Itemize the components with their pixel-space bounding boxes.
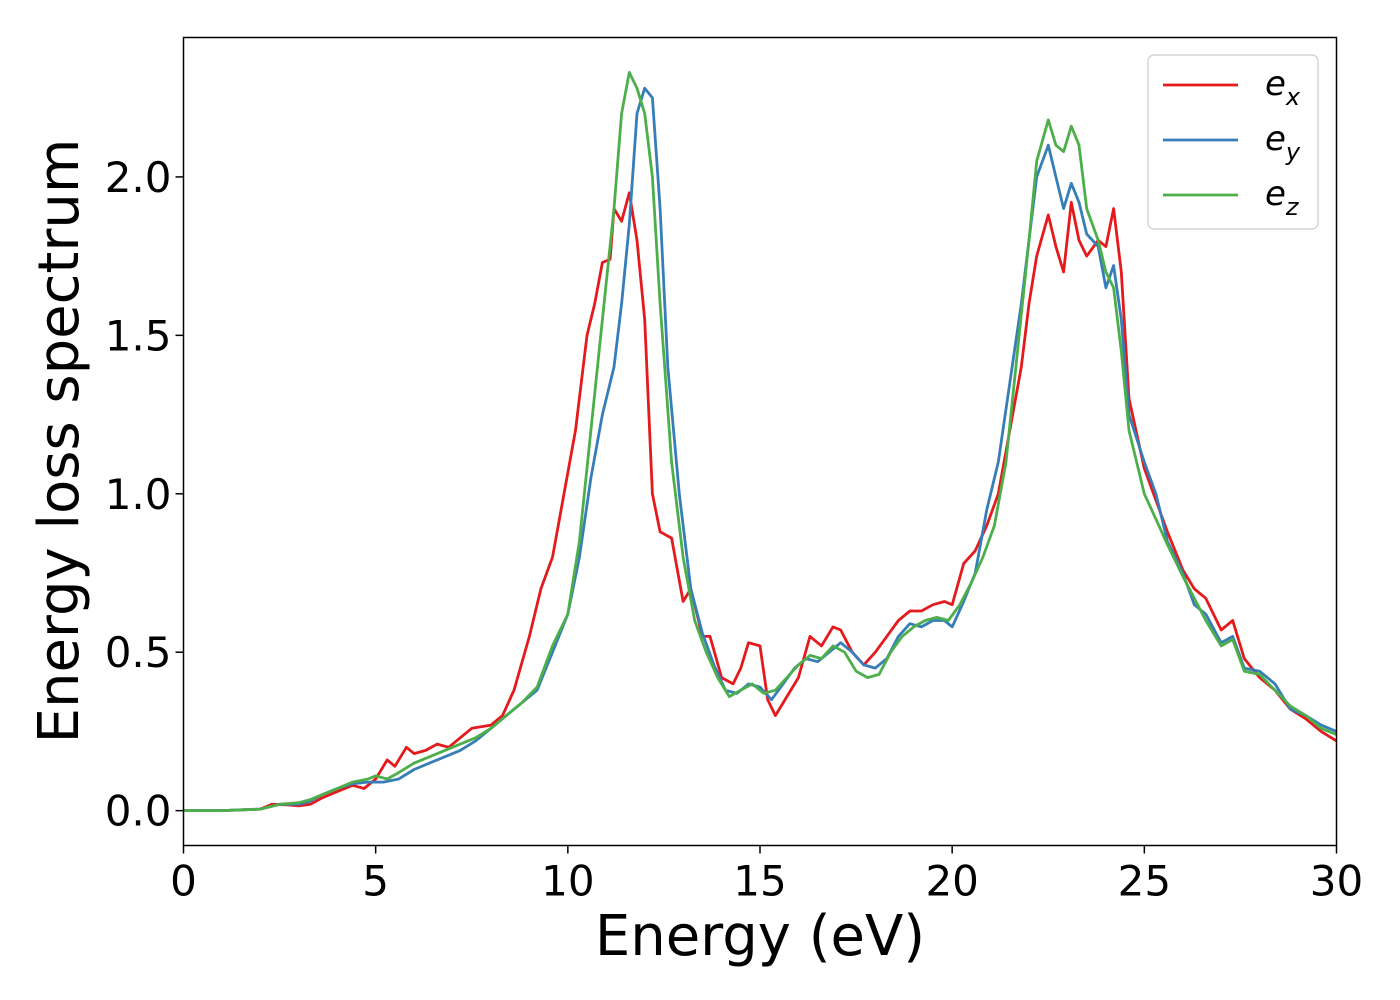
legend-items: ex ey ez bbox=[1163, 64, 1301, 221]
series-line-ey bbox=[183, 86, 1338, 812]
legend-label-ex: ex bbox=[1265, 64, 1301, 111]
x-tick-label: 15 bbox=[733, 857, 786, 906]
x-tick-label: 5 bbox=[362, 857, 389, 906]
legend: ex ey ez bbox=[1147, 54, 1319, 230]
x-tick-label: 25 bbox=[1118, 857, 1171, 906]
x-axis-title: Energy (eV) bbox=[595, 904, 925, 969]
y-axis-title: Energy loss spectrum bbox=[27, 139, 92, 744]
legend-box bbox=[1147, 54, 1319, 230]
legend-label-ey: ey bbox=[1265, 119, 1301, 166]
y-tick-label: 1.5 bbox=[105, 311, 172, 360]
x-tick-label: 30 bbox=[1310, 857, 1363, 906]
x-tick-label: 0 bbox=[170, 857, 197, 906]
legend-label-ez: ez bbox=[1265, 174, 1300, 221]
y-tick-label: 0.5 bbox=[105, 628, 172, 677]
x-axis-ticks: 0 5 10 15 20 25 30 bbox=[170, 845, 1363, 906]
y-tick-label: 1.0 bbox=[105, 470, 172, 519]
series-line-ex bbox=[183, 191, 1338, 812]
series-layer bbox=[183, 71, 1338, 812]
y-tick-label: 0.0 bbox=[105, 787, 172, 836]
y-axis-ticks: 0.0 0.5 1.0 1.5 2.0 bbox=[105, 153, 184, 836]
x-tick-label: 20 bbox=[925, 857, 978, 906]
x-tick-label: 10 bbox=[541, 857, 594, 906]
series-line-ez bbox=[183, 71, 1338, 812]
y-tick-label: 2.0 bbox=[105, 153, 172, 202]
